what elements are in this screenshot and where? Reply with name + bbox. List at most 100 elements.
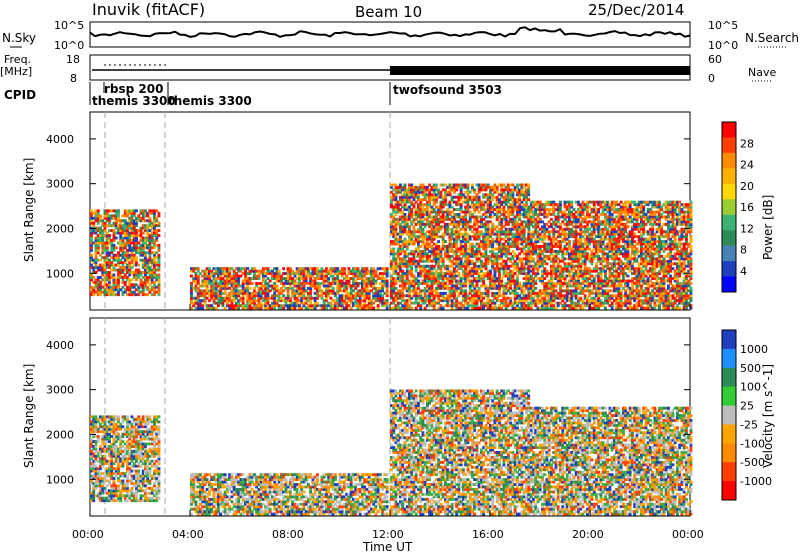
- heatmap-cell: [495, 284, 499, 288]
- heatmap-cell: [123, 261, 127, 265]
- heatmap-cell: [157, 288, 161, 292]
- heatmap-cell: [446, 247, 450, 251]
- heatmap-cell: [430, 277, 434, 280]
- heatmap-cell: [112, 239, 116, 242]
- heatmap-cell: [155, 234, 159, 237]
- heatmap-cell: [96, 234, 100, 237]
- heatmap-cell: [219, 294, 223, 298]
- heatmap-cell: [155, 243, 159, 247]
- heatmap-cell: [275, 277, 279, 280]
- heatmap-cell: [412, 274, 416, 278]
- heatmap-cell: [329, 289, 333, 293]
- heatmap-cell: [214, 277, 218, 280]
- heatmap-cell: [336, 299, 340, 303]
- heatmap-cell: [99, 214, 102, 218]
- heatmap-cell: [426, 215, 429, 219]
- heatmap-cell: [331, 269, 335, 273]
- heatmap-cell: [105, 251, 109, 255]
- heatmap-cell: [473, 198, 477, 202]
- heatmap-cell: [426, 237, 429, 241]
- heatmap-cell: [217, 291, 220, 295]
- heatmap-cell: [421, 254, 425, 258]
- heatmap-cell: [419, 252, 423, 256]
- heatmap-cell: [396, 274, 400, 278]
- heatmap-cell: [457, 183, 461, 187]
- heatmap-cell: [114, 246, 118, 250]
- heatmap-cell: [414, 190, 418, 194]
- heatmap-cell: [268, 289, 272, 293]
- heatmap-cell: [219, 274, 223, 278]
- heatmap-cell: [241, 272, 245, 275]
- heatmap-cell: [349, 277, 353, 280]
- heatmap-cell: [516, 274, 519, 278]
- heatmap-cell: [437, 235, 441, 239]
- heatmap-cell: [239, 284, 243, 288]
- heatmap-cell: [455, 245, 459, 248]
- heatmap-cell: [302, 267, 306, 271]
- heatmap-cell: [325, 267, 328, 271]
- heatmap-cell: [239, 274, 243, 278]
- heatmap-cell: [208, 274, 211, 278]
- heatmap-cell: [405, 215, 409, 219]
- heatmap-cell: [121, 290, 125, 294]
- heatmap-cell: [208, 267, 211, 271]
- heatmap-cell: [401, 220, 405, 224]
- heatmap-cell: [410, 222, 414, 226]
- heatmap-cell: [121, 263, 125, 267]
- heatmap-cell: [435, 250, 438, 253]
- heatmap-cell: [468, 210, 472, 214]
- heatmap-cell: [459, 247, 463, 251]
- heatmap-cell: [502, 215, 506, 219]
- heatmap-cell: [121, 256, 125, 260]
- heatmap-cell: [412, 198, 416, 202]
- heatmap-cell: [444, 215, 447, 219]
- heatmap-cell: [108, 236, 111, 240]
- heatmap-cell: [498, 291, 501, 295]
- heatmap-cell: [493, 190, 497, 194]
- heatmap-cell: [235, 291, 238, 295]
- heatmap-cell: [437, 294, 441, 298]
- heatmap-cell: [401, 259, 405, 263]
- heatmap-cell: [450, 272, 454, 275]
- heatmap-cell: [401, 277, 405, 280]
- heatmap-cell: [484, 213, 488, 216]
- heatmap-cell: [426, 235, 429, 239]
- heatmap-cell: [421, 232, 425, 236]
- heatmap-cell: [486, 183, 490, 187]
- heatmap-cell: [244, 267, 247, 271]
- heatmap-cell: [90, 234, 93, 237]
- heatmap-cell: [99, 258, 102, 262]
- heatmap-cell: [392, 217, 396, 221]
- heatmap-cell: [466, 252, 470, 256]
- heatmap-cell: [203, 274, 207, 278]
- heatmap-cell: [139, 271, 143, 274]
- heatmap-cell: [385, 272, 389, 275]
- heatmap-cell: [473, 222, 477, 226]
- nave-tick-bottom: 0: [708, 72, 715, 85]
- heatmap-cell: [493, 262, 497, 266]
- heatmap-cell: [244, 304, 247, 308]
- heatmap-cell: [428, 237, 432, 241]
- heatmap-cell: [110, 246, 114, 250]
- heatmap-cell: [105, 293, 109, 297]
- heatmap-cell: [464, 254, 468, 258]
- heatmap-cell: [114, 231, 118, 235]
- heatmap-cell: [361, 304, 364, 308]
- heatmap-cell: [264, 284, 268, 288]
- heatmap-cell: [421, 299, 425, 303]
- heatmap-cell: [352, 282, 355, 285]
- heatmap-cell: [399, 267, 402, 271]
- heatmap-cell: [250, 306, 254, 310]
- heatmap-cell: [99, 276, 102, 279]
- heatmap-cell: [414, 279, 418, 283]
- heatmap-cell: [477, 289, 481, 293]
- heatmap-cell: [112, 263, 116, 267]
- heatmap-cell: [441, 299, 445, 303]
- heatmap-cell: [471, 259, 474, 263]
- heatmap-cell: [462, 222, 465, 226]
- heatmap-cell: [432, 215, 436, 219]
- heatmap-cell: [502, 299, 506, 303]
- heatmap-cell: [284, 277, 288, 280]
- heatmap-cell: [423, 188, 427, 192]
- heatmap-cell: [103, 266, 107, 269]
